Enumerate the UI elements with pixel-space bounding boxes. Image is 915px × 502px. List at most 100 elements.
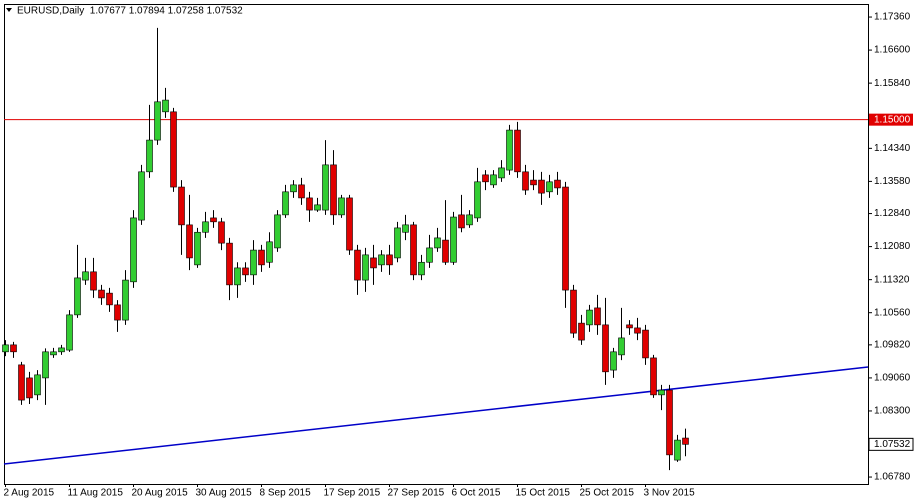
candle-body (266, 241, 273, 263)
candle-body (338, 197, 345, 216)
y-tick-label: 1.11320 (874, 274, 910, 285)
candle-body (314, 204, 321, 211)
y-tick-label: 1.09060 (874, 373, 911, 384)
y-tick-label: 1.10560 (874, 307, 911, 318)
y-tick-label: 1.06780 (874, 472, 911, 483)
candle-body (146, 139, 153, 173)
candle-body (154, 101, 161, 141)
candle-body (242, 267, 249, 276)
menu-icon (6, 8, 12, 12)
level-label: 1.15000 (874, 114, 911, 125)
x-tick-label: 8 Sep 2015 (260, 488, 312, 499)
candle-body (306, 197, 313, 211)
candle-body (42, 351, 49, 379)
candle-body (474, 181, 481, 219)
chart-title: EURUSD,Daily 1.07677 1.07894 1.07258 1.0… (17, 6, 243, 17)
candle-body (554, 179, 561, 189)
y-tick-label: 1.17360 (874, 12, 911, 23)
candle-body (58, 347, 65, 353)
candle-body (530, 179, 537, 186)
candle-body (522, 171, 529, 191)
candle-body (538, 179, 545, 194)
candle-body (186, 224, 193, 259)
candle-body (370, 257, 377, 269)
x-tick-label: 3 Nov 2015 (644, 488, 696, 499)
level-label-box (869, 113, 913, 126)
candle-body (666, 389, 673, 456)
last-price-label: 1.07532 (874, 439, 911, 450)
candle-body (34, 374, 41, 396)
x-tick-label: 20 Aug 2015 (132, 488, 189, 499)
candle-body (114, 304, 121, 321)
candle-body (170, 111, 177, 188)
x-tick-label: 6 Oct 2015 (452, 488, 501, 499)
candle-body (26, 377, 33, 399)
y-tick-label: 1.08300 (874, 406, 911, 417)
last-price-box (868, 437, 914, 451)
candle-body (74, 277, 81, 316)
candle-body (162, 99, 169, 113)
candle-body (282, 191, 289, 216)
candle-body (618, 337, 625, 356)
y-tick-label: 1.12080 (874, 241, 911, 252)
candle-body (66, 314, 73, 351)
candle-body (442, 239, 449, 263)
plot-frame (4, 4, 869, 485)
candle-body (610, 351, 617, 371)
candle-body (194, 231, 201, 266)
candle-body (450, 216, 457, 263)
candle-body (138, 171, 145, 221)
candle-body (586, 309, 593, 326)
candle-body (378, 254, 385, 266)
candle-body (274, 214, 281, 249)
candle-body (394, 227, 401, 259)
y-tick-label: 1.14340 (874, 143, 911, 154)
candle-body (290, 184, 297, 193)
candle-body (106, 292, 113, 306)
candle-body (634, 327, 641, 334)
candle-body (626, 324, 633, 329)
candle-body (650, 357, 657, 396)
candle-body (258, 249, 265, 266)
candle-body (90, 271, 97, 291)
candle-body (98, 289, 105, 299)
candle-body (498, 167, 505, 179)
candle-body (506, 129, 513, 171)
candle-body (354, 249, 361, 281)
candle-body (2, 344, 9, 353)
y-tick-label: 1.15840 (874, 78, 911, 89)
candle-body (466, 214, 473, 226)
candle-body (10, 344, 17, 353)
y-tick-label: 1.13580 (874, 176, 911, 187)
candle-body (682, 437, 689, 445)
candle-body (546, 181, 553, 193)
trendline (3, 366, 869, 465)
x-tick-label: 17 Sep 2015 (324, 488, 381, 499)
candle-body (426, 247, 433, 263)
candle-body (386, 254, 393, 266)
candle-body (82, 271, 89, 281)
x-tick-label: 25 Oct 2015 (580, 488, 635, 499)
candle-body (578, 322, 585, 341)
candle-body (218, 221, 225, 244)
candle-body (434, 237, 441, 249)
candle-body (402, 224, 409, 233)
x-tick-label: 27 Sep 2015 (388, 488, 445, 499)
candle-body (642, 329, 649, 359)
candle-body (490, 174, 497, 186)
x-tick-label: 11 Aug 2015 (68, 488, 124, 499)
x-tick-label: 30 Aug 2015 (196, 488, 253, 499)
x-tick-label: 2 Aug 2015 (4, 488, 55, 499)
candle-body (50, 351, 57, 356)
y-tick-label: 1.09820 (874, 340, 911, 351)
candle-body (178, 186, 185, 226)
candle-body (514, 129, 521, 173)
candle-body (658, 389, 665, 396)
candle-body (330, 164, 337, 216)
candle-body (226, 242, 233, 286)
x-tick-label: 15 Oct 2015 (516, 488, 571, 499)
candle-body (122, 279, 129, 321)
candle-body (570, 289, 577, 334)
